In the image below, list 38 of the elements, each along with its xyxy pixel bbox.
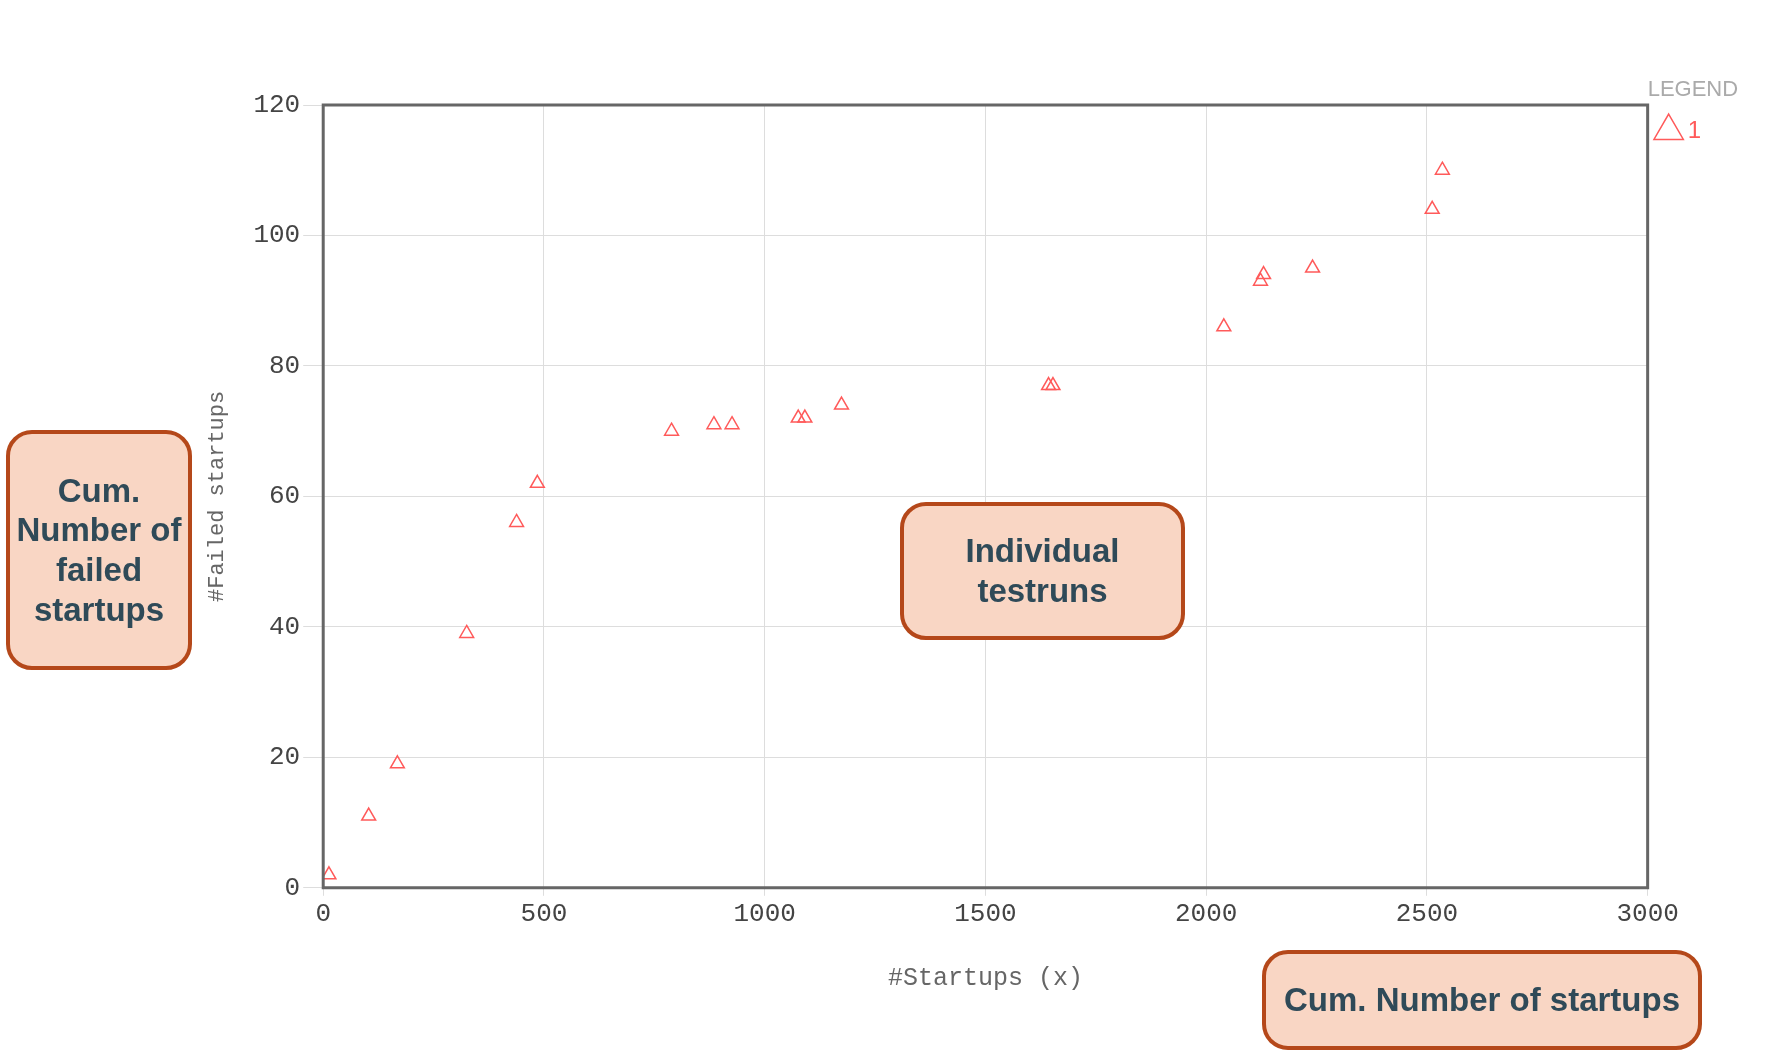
point bbox=[323, 866, 337, 880]
point bbox=[724, 415, 740, 430]
point bbox=[663, 422, 680, 436]
point bbox=[706, 415, 722, 430]
point bbox=[1424, 200, 1440, 215]
point bbox=[1040, 376, 1057, 391]
y-tick-label: 80 bbox=[268, 350, 301, 381]
point bbox=[1434, 161, 1451, 175]
x-tick-label: 0 bbox=[315, 899, 332, 930]
x-tick-label: 3000 bbox=[1616, 899, 1679, 930]
point bbox=[1304, 259, 1321, 273]
point bbox=[797, 409, 813, 423]
y-tick-label: 20 bbox=[268, 742, 301, 773]
y-tick-label: 0 bbox=[284, 872, 301, 903]
y-tick-label: 60 bbox=[268, 481, 301, 512]
point bbox=[1045, 376, 1061, 391]
x-tick-label: 1000 bbox=[733, 899, 796, 930]
point bbox=[508, 513, 525, 528]
y-tick-label: 100 bbox=[253, 220, 301, 251]
x-tick-label: 1500 bbox=[954, 899, 1017, 930]
point bbox=[790, 409, 806, 423]
legend-label: 1 bbox=[1687, 115, 1702, 143]
point bbox=[361, 807, 377, 821]
y-tick-label: 120 bbox=[253, 89, 301, 120]
x-tick-label: 2000 bbox=[1174, 899, 1238, 930]
point bbox=[1255, 265, 1272, 280]
point bbox=[529, 474, 545, 489]
point bbox=[1252, 272, 1269, 286]
point bbox=[459, 624, 475, 639]
point bbox=[389, 755, 406, 769]
legend-title: LEGEND bbox=[1647, 76, 1739, 102]
point bbox=[833, 396, 850, 410]
point bbox=[1216, 318, 1232, 332]
x-axis-title: #Startups (x) bbox=[887, 963, 1083, 993]
x-tick-label: 2500 bbox=[1395, 899, 1459, 930]
y-axis-title: #Failed startups bbox=[205, 390, 231, 603]
y-tick-label: 40 bbox=[268, 611, 301, 642]
x-tick-label: 500 bbox=[520, 899, 568, 930]
